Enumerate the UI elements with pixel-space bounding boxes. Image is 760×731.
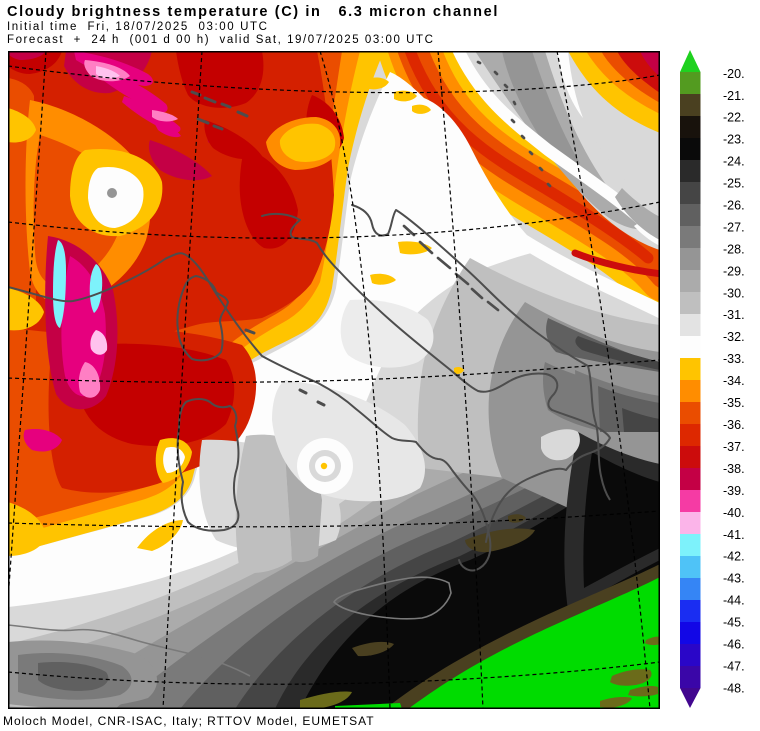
svg-text:-20.: -20. bbox=[723, 67, 745, 81]
svg-text:-39.: -39. bbox=[723, 484, 745, 498]
svg-text:-22.: -22. bbox=[723, 111, 745, 125]
svg-text:-48.: -48. bbox=[723, 681, 745, 695]
svg-text:-43.: -43. bbox=[723, 572, 745, 586]
svg-text:-41.: -41. bbox=[723, 528, 745, 542]
svg-text:-29.: -29. bbox=[723, 264, 745, 278]
svg-text:-27.: -27. bbox=[723, 221, 745, 235]
svg-text:-40.: -40. bbox=[723, 506, 745, 520]
svg-text:-45.: -45. bbox=[723, 616, 745, 630]
svg-text:-23.: -23. bbox=[723, 133, 745, 147]
svg-text:-47.: -47. bbox=[723, 659, 745, 673]
svg-text:-25.: -25. bbox=[723, 177, 745, 191]
svg-text:-37.: -37. bbox=[723, 440, 745, 454]
svg-text:-28.: -28. bbox=[723, 242, 745, 256]
svg-text:-44.: -44. bbox=[723, 594, 745, 608]
svg-text:-26.: -26. bbox=[723, 199, 745, 213]
svg-text:-21.: -21. bbox=[723, 89, 745, 103]
svg-text:-31.: -31. bbox=[723, 308, 745, 322]
svg-text:-36.: -36. bbox=[723, 418, 745, 432]
svg-text:-24.: -24. bbox=[723, 155, 745, 169]
svg-text:-30.: -30. bbox=[723, 286, 745, 300]
svg-text:-38.: -38. bbox=[723, 462, 745, 476]
svg-text:-35.: -35. bbox=[723, 396, 745, 410]
svg-text:-46.: -46. bbox=[723, 638, 745, 652]
svg-text:-42.: -42. bbox=[723, 550, 745, 564]
svg-text:-32.: -32. bbox=[723, 330, 745, 344]
svg-text:-34.: -34. bbox=[723, 374, 745, 388]
svg-text:-33.: -33. bbox=[723, 352, 745, 366]
